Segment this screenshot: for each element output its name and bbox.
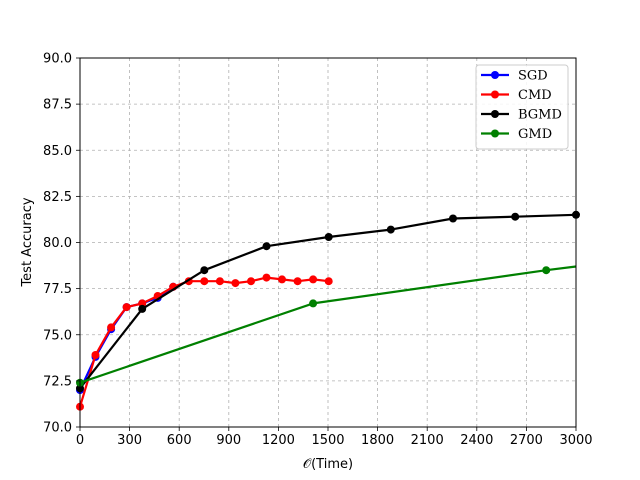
legend-label-cmd: CMD — [518, 88, 552, 103]
x-tick-label: 3000 — [559, 433, 592, 448]
x-axis-label: 𝒪(Time) — [303, 457, 353, 472]
x-tick-label: 900 — [216, 433, 241, 448]
data-point-cmd — [324, 277, 333, 286]
data-point-cmd — [215, 277, 224, 286]
data-point-cmd — [138, 299, 147, 308]
data-point-bgmd — [262, 242, 271, 251]
legend-label-gmd: GMD — [518, 127, 552, 142]
legend: SGD CMD BGMD GMD — [475, 64, 569, 150]
legend-entry-gmd: GMD — [481, 127, 552, 142]
y-tick-label: 87.5 — [43, 98, 72, 113]
data-point-cmd — [122, 303, 131, 312]
legend-entry-sgd: SGD — [481, 69, 548, 84]
data-point-gmd — [309, 299, 318, 308]
data-point-cmd — [309, 275, 318, 284]
series-bgmd — [76, 210, 580, 393]
y-tick-label: 85.0 — [43, 144, 72, 159]
data-point-cmd — [247, 277, 255, 286]
data-point-bgmd — [511, 212, 520, 221]
legend-box — [475, 64, 569, 150]
x-axis: 0 300 600 900 1200 1500 1800 2100 2400 2700 3000 — [76, 427, 593, 448]
x-tick-label: 2700 — [510, 433, 543, 448]
x-tick-label: 2400 — [460, 433, 493, 448]
x-tick-label: 600 — [167, 433, 192, 448]
series-layer — [76, 210, 580, 411]
data-point-bgmd — [200, 266, 209, 275]
legend-label-sgd: SGD — [518, 69, 548, 84]
data-point-cmd — [91, 351, 100, 359]
data-point-bgmd — [449, 214, 457, 223]
y-tick-label: 90.0 — [43, 52, 72, 67]
legend-marker-sgd — [491, 71, 499, 79]
y-tick-label: 72.5 — [43, 374, 72, 389]
y-tick-label: 82.5 — [43, 190, 72, 205]
series-cmd — [76, 273, 333, 411]
x-tick-label: 1200 — [262, 433, 295, 448]
x-tick-label: 0 — [76, 433, 84, 448]
y-tick-label: 70.0 — [43, 421, 72, 436]
data-point-cmd — [107, 323, 116, 332]
y-axis-label: Test Accuracy — [20, 197, 35, 287]
x-tick-label: 300 — [117, 433, 142, 448]
legend-marker-bgmd — [491, 110, 499, 118]
data-point-cmd — [262, 273, 271, 282]
data-point-bgmd — [138, 304, 147, 313]
data-point-cmd — [200, 277, 209, 286]
legend-label-bgmd: BGMD — [518, 108, 562, 123]
data-point-cmd — [293, 277, 302, 286]
legend-entry-bgmd: BGMD — [481, 108, 562, 123]
x-tick-label: 1500 — [311, 433, 344, 448]
y-tick-label: 75.0 — [43, 328, 72, 343]
data-point-bgmd — [324, 233, 333, 241]
legend-entry-cmd: CMD — [481, 88, 552, 103]
y-axis: 70.0 72.5 75.0 77.5 80.0 82.5 85.0 87.5 90.0 — [43, 52, 80, 436]
y-tick-label: 77.5 — [43, 282, 72, 297]
legend-marker-gmd — [491, 129, 499, 138]
y-tick-label: 80.0 — [43, 236, 72, 251]
data-point-cmd — [231, 279, 240, 288]
series-line-gmd — [79, 265, 577, 384]
x-tick-label: 1800 — [361, 433, 394, 448]
data-point-bgmd — [386, 225, 395, 234]
data-point-gmd — [542, 266, 551, 275]
legend-marker-cmd — [491, 90, 499, 99]
data-point-cmd — [278, 275, 286, 284]
x-tick-label: 2100 — [411, 433, 444, 448]
